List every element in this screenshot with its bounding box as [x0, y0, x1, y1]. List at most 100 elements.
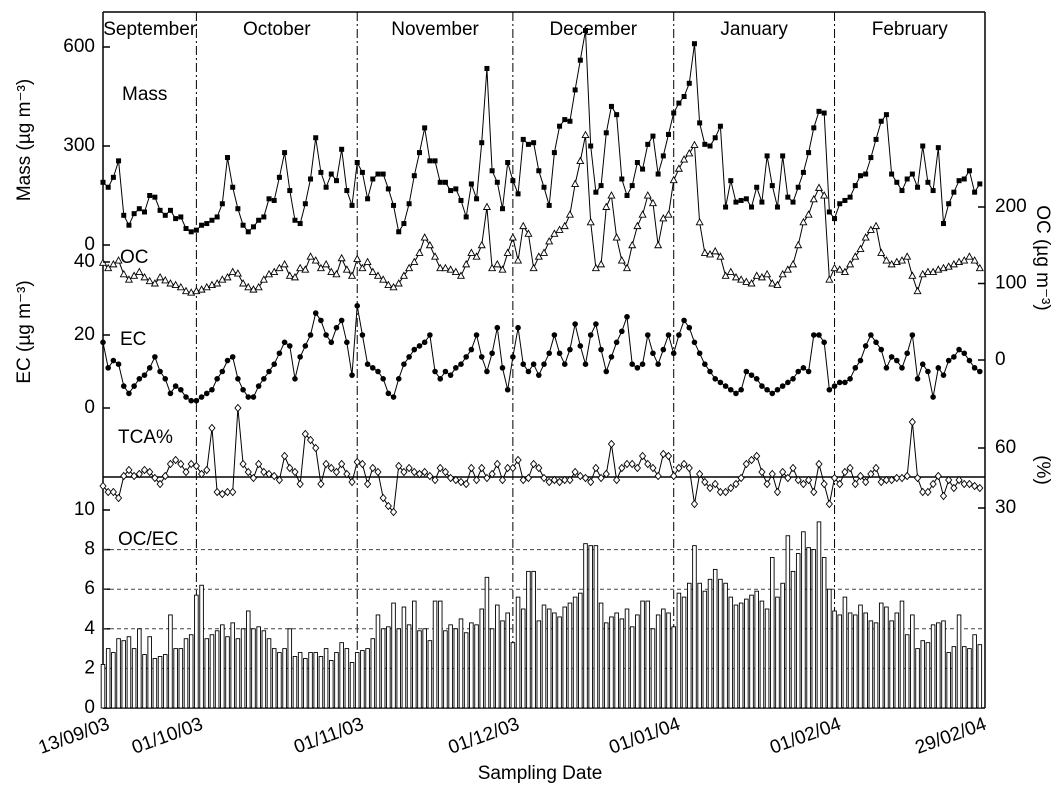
bar: [878, 602, 884, 709]
bar: [894, 612, 900, 709]
marker: [432, 368, 438, 375]
marker: [700, 248, 709, 256]
marker: [680, 459, 688, 469]
marker: [676, 100, 682, 106]
marker: [722, 383, 729, 389]
marker: [364, 479, 372, 489]
series-label: EC: [120, 329, 146, 350]
marker: [654, 471, 662, 481]
bar: [453, 628, 459, 709]
marker: [799, 217, 808, 226]
marker: [768, 469, 776, 479]
marker: [810, 332, 817, 338]
marker: [877, 248, 886, 256]
marker: [619, 176, 625, 182]
marker: [296, 263, 305, 272]
marker: [451, 267, 460, 275]
marker: [442, 368, 449, 375]
marker: [136, 376, 143, 382]
marker: [788, 259, 798, 268]
bar: [209, 634, 215, 709]
marker: [116, 158, 122, 164]
marker: [598, 183, 604, 189]
marker: [245, 394, 252, 400]
marker: [861, 233, 870, 241]
bar: [463, 632, 469, 709]
marker: [177, 459, 185, 469]
marker: [871, 221, 881, 230]
marker: [415, 469, 424, 479]
marker: [99, 481, 107, 491]
bar: [157, 656, 163, 709]
marker: [240, 222, 246, 228]
bar: [712, 568, 718, 709]
marker: [493, 459, 501, 469]
marker: [292, 217, 298, 223]
marker: [530, 459, 538, 469]
marker: [712, 135, 718, 141]
marker: [639, 361, 646, 368]
marker: [545, 477, 553, 487]
marker: [878, 118, 884, 124]
marker: [690, 140, 699, 148]
marker: [178, 214, 184, 220]
bar: [266, 638, 272, 709]
marker: [727, 386, 734, 393]
marker: [560, 221, 569, 230]
y-tick-label: 8: [84, 539, 95, 560]
month-label: November: [391, 19, 479, 40]
marker: [571, 179, 580, 187]
marker: [499, 365, 506, 371]
marker: [779, 383, 786, 389]
bar: [910, 614, 915, 709]
marker: [733, 390, 739, 397]
marker: [100, 179, 106, 185]
marker: [721, 487, 730, 497]
bar: [354, 652, 360, 709]
marker: [291, 467, 299, 477]
marker: [753, 376, 760, 382]
bar: [365, 648, 370, 709]
marker: [178, 386, 184, 393]
marker: [482, 202, 491, 210]
marker: [842, 197, 848, 203]
marker: [515, 191, 521, 197]
bar: [313, 652, 318, 709]
bar: [448, 624, 453, 709]
marker: [524, 229, 533, 237]
bar: [977, 644, 983, 709]
marker: [764, 386, 770, 393]
marker: [104, 487, 112, 497]
marker: [565, 210, 575, 218]
marker: [494, 179, 500, 185]
marker: [644, 332, 651, 338]
marker: [391, 202, 397, 208]
bar: [417, 630, 422, 709]
marker: [613, 475, 621, 485]
marker: [406, 354, 412, 360]
marker: [375, 368, 381, 375]
marker: [899, 365, 905, 371]
marker: [856, 471, 865, 481]
marker: [261, 214, 267, 220]
marker: [105, 184, 111, 190]
marker: [374, 467, 382, 477]
marker: [826, 209, 832, 215]
marker: [696, 350, 703, 357]
marker: [333, 178, 339, 184]
marker: [629, 183, 635, 189]
marker: [738, 386, 744, 393]
marker: [416, 150, 422, 156]
marker: [458, 197, 464, 203]
marker: [456, 271, 466, 279]
marker: [972, 189, 978, 195]
month-label: October: [243, 19, 311, 40]
marker: [716, 252, 725, 260]
marker: [873, 339, 879, 346]
marker: [940, 221, 946, 227]
y-tick-label: 0: [995, 349, 1006, 370]
bar: [194, 594, 199, 709]
marker: [878, 346, 885, 353]
marker: [551, 150, 557, 156]
marker: [457, 477, 465, 487]
